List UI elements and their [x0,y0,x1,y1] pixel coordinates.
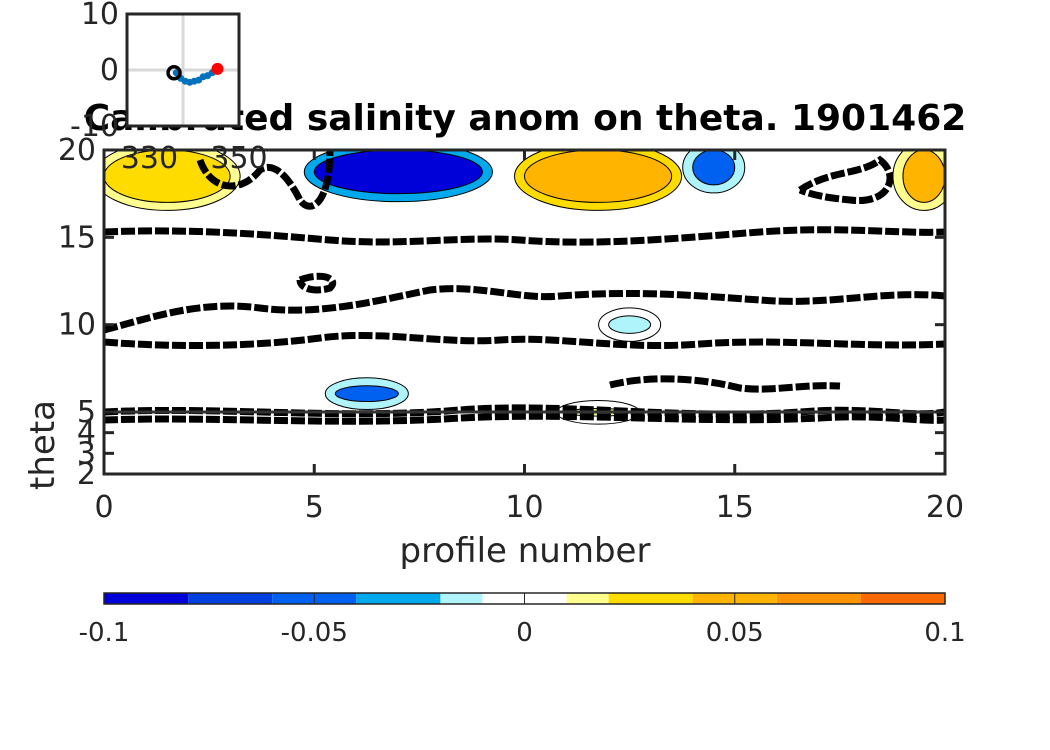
zero-contour [104,285,945,334]
x-tick-label: 20 [926,490,964,525]
inset-x-tick-label: 330 [121,141,178,176]
anomaly-patch [313,150,483,195]
inset-y-tick-label: 10 [81,0,119,32]
y-tick-label: 4 [77,416,96,451]
anomaly-patch [902,150,945,203]
y-tick-label: 5 [77,395,96,430]
anomaly-patch [692,150,736,186]
x-tick-label: 10 [505,490,543,525]
y-tick-label: 20 [58,133,96,168]
zero-contour [798,155,894,204]
inset-frame [125,12,241,128]
colorbar-tick-label: 0.05 [706,618,764,648]
inset-track [166,62,224,86]
colorbar-tick-label: 0.1 [924,618,965,648]
zero-contour [296,272,336,294]
y-tick-label: 2 [77,457,96,492]
inset-y-tick-label: -10 [70,109,119,144]
anomaly-patch [334,385,399,403]
x-tick-label: 0 [94,490,113,525]
y-tick-label: 3 [77,436,96,471]
y-tick-label: 10 [58,308,96,343]
colorbar-segment [356,593,441,604]
anomaly-patch [524,150,673,203]
colorbar-segment [608,593,693,604]
zero-contour [104,226,945,246]
zero-contour [104,412,945,425]
inset-x-tick-label: 350 [210,141,267,176]
x-ticks: 0 5 10 15 20 [94,150,964,525]
colorbar-segment [860,593,945,604]
colorbar-segment [104,593,189,604]
colorbar-segment [566,593,609,604]
colorbar-ticks: -0.1 -0.05 0 0.05 0.1 [79,593,966,648]
zero-contour [609,375,841,393]
x-tick-label: 15 [716,490,754,525]
colorbar-tick-label: -0.1 [79,618,130,648]
track-start-marker [166,65,182,81]
zero-contour [104,331,945,350]
colorbar-segment [188,593,273,604]
colorbar-tick-label: -0.05 [281,618,348,648]
zero-contour [196,150,334,210]
y-axis-label: theta [23,400,63,490]
anomaly-patch [608,315,652,334]
inset-y-tick-label: 0 [100,53,119,88]
colorbar-segment [440,593,483,604]
y-tick-label: 15 [58,220,96,255]
colorbar-tick-label: 0 [516,618,533,648]
x-axis-label: profile number [400,531,651,571]
track-end-marker [211,62,224,75]
colorbar-segment [776,593,861,604]
x-tick-label: 5 [305,490,324,525]
